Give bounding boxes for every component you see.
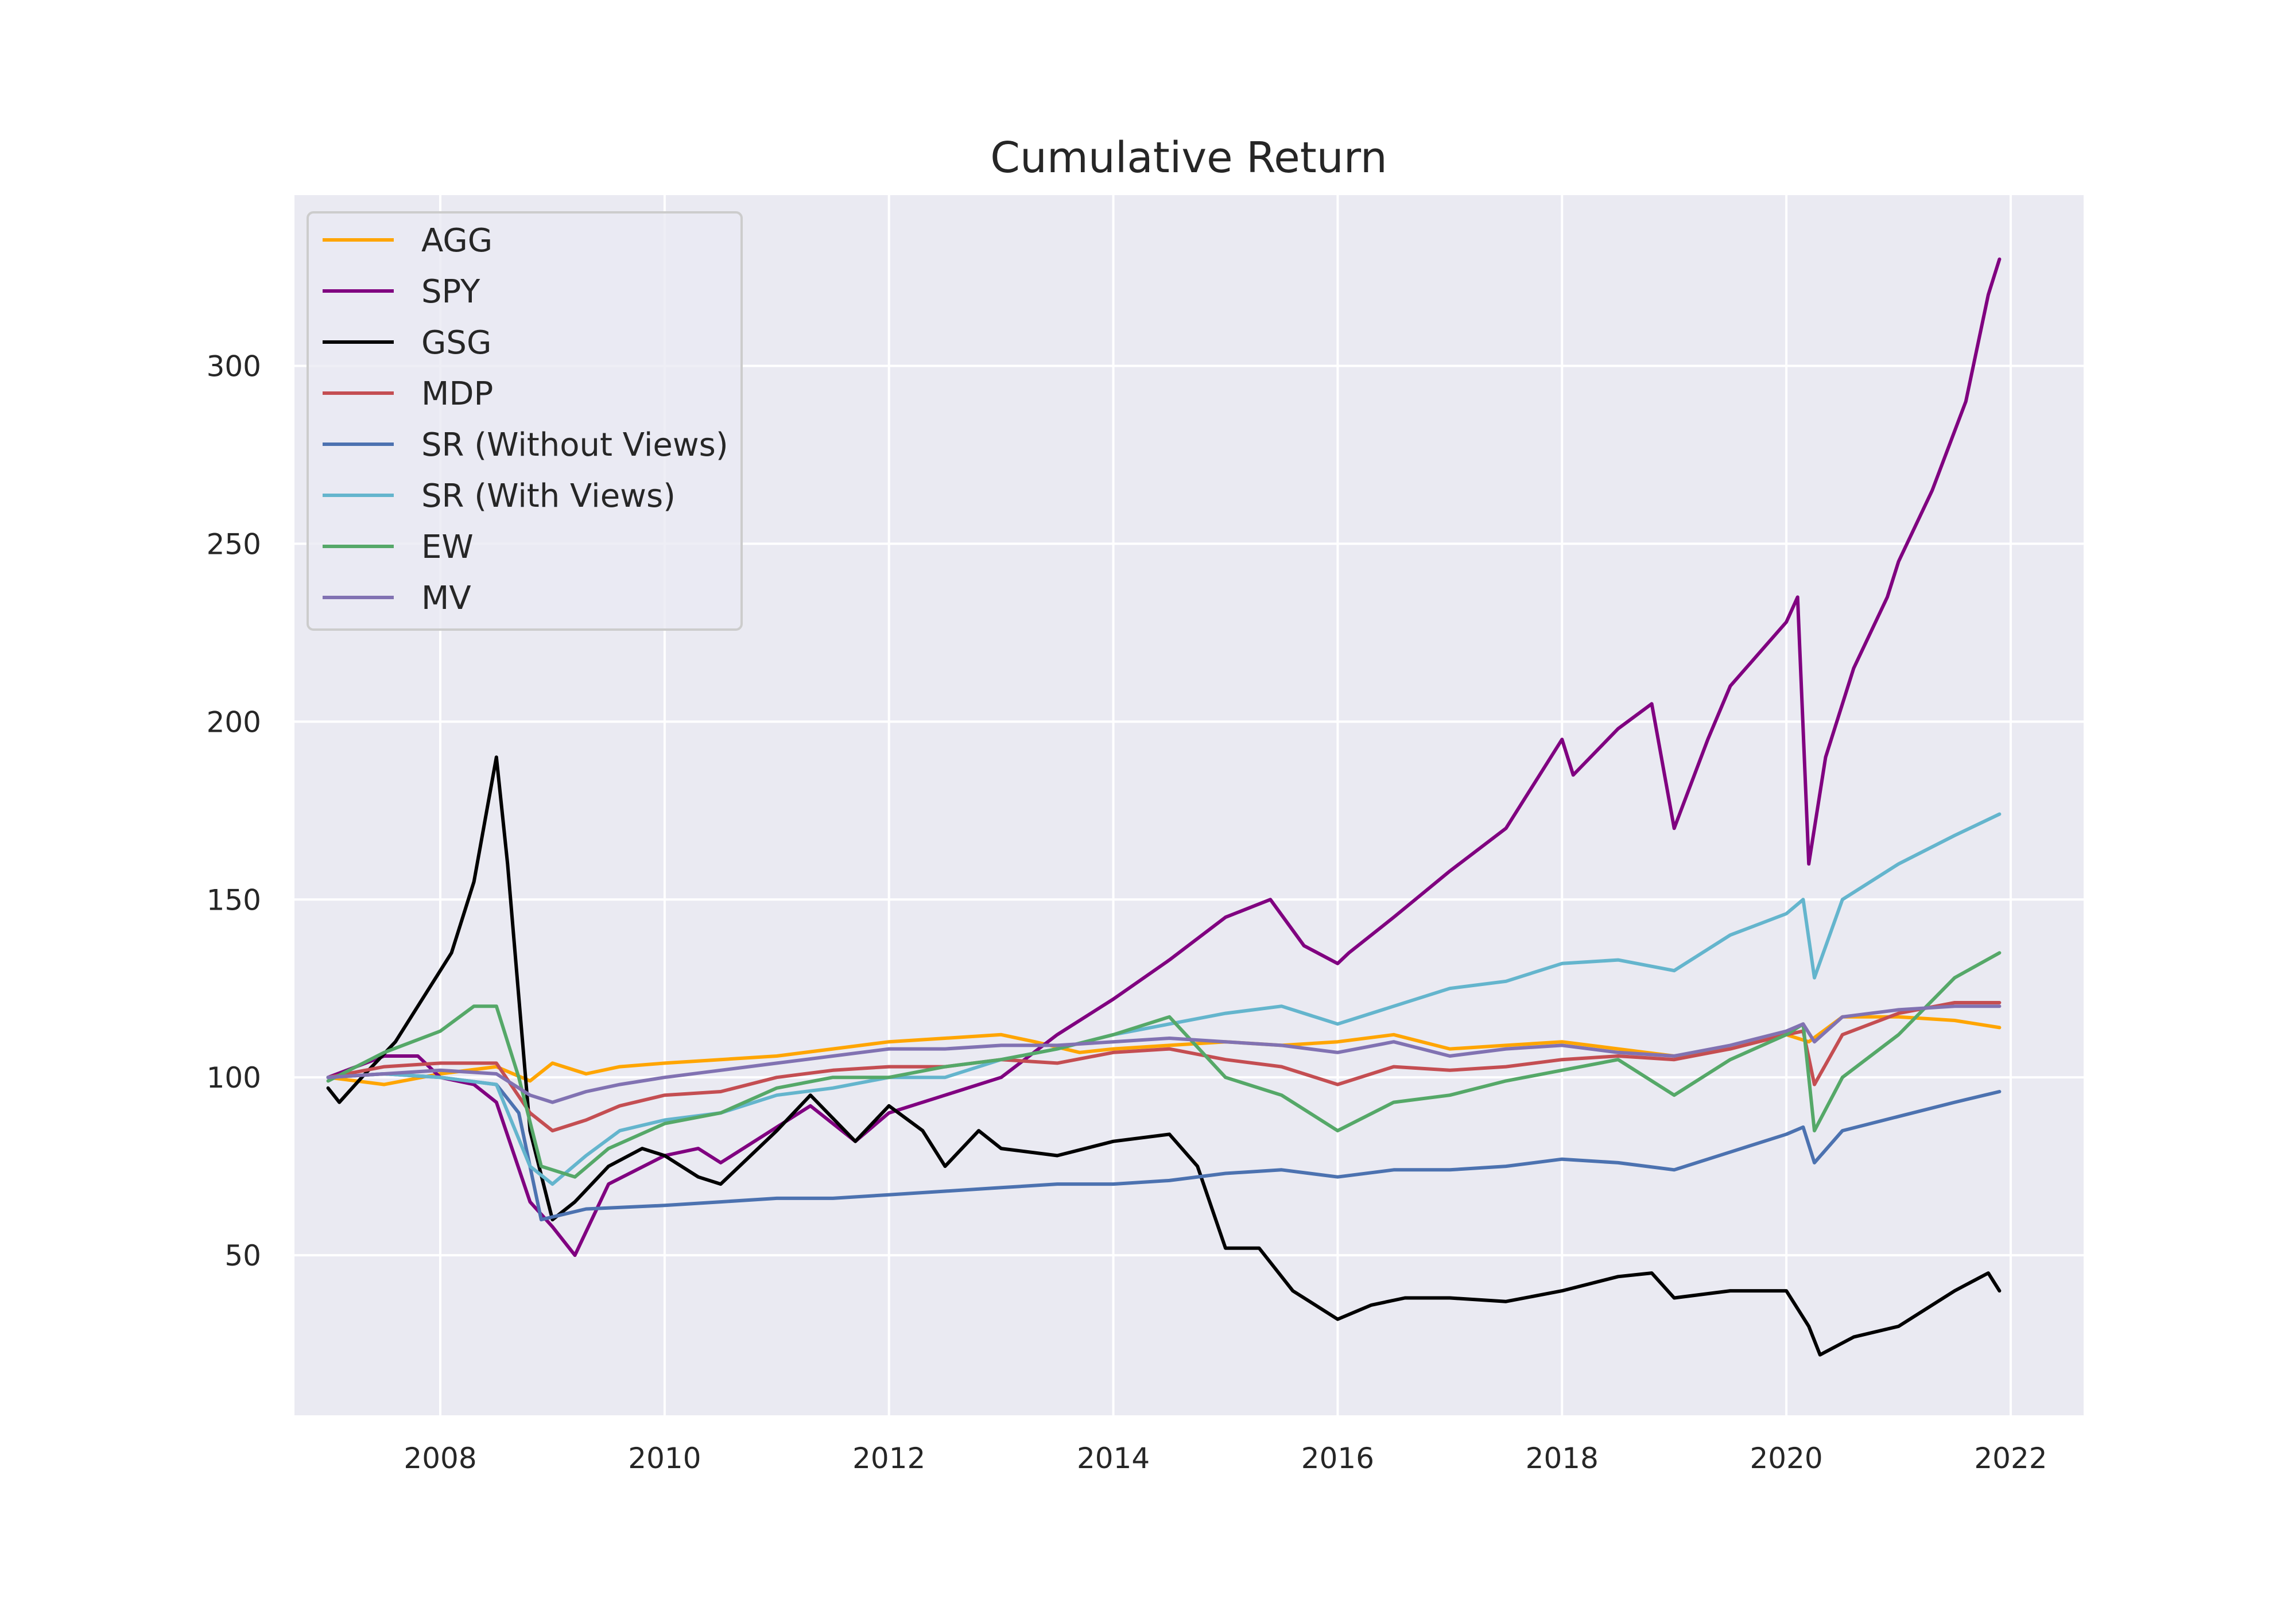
x-tick-label: 2016 [1301,1442,1374,1475]
y-axis-ticks: 50 100 150 200 250 300 [207,350,261,1273]
series-line-spy [326,257,2002,1257]
y-tick-label: 100 [207,1061,261,1094]
x-tick-label: 2014 [1077,1442,1150,1475]
x-tick-label: 2010 [628,1442,701,1475]
x-axis-ticks: 2008 2010 2012 2014 2016 2018 2020 2022 [404,1442,2047,1475]
series-line-sr-with-views [326,812,2002,1186]
legend-label: SPY [421,273,480,310]
y-tick-label: 200 [207,705,261,739]
x-tick-label: 2008 [404,1442,476,1475]
series-line-sr-without-views [326,1072,2002,1222]
chart-title: Cumulative Return [990,133,1387,183]
x-tick-label: 2020 [1750,1442,1823,1475]
legend-label: SR (With Views) [421,478,676,515]
legend-box [307,211,743,631]
legend-label: SR (Without Views) [421,426,728,464]
x-tick-label: 2018 [1526,1442,1599,1475]
legend: AGG SPY GSG MDP SR (Without Views) SR (With V… [307,211,743,631]
x-tick-label: 2022 [1974,1442,2047,1475]
legend-label: AGG [421,222,492,259]
y-tick-label: 150 [207,883,261,917]
legend-label: EW [421,529,474,566]
legend-label: MV [421,580,471,617]
legend-label: GSG [421,324,491,362]
series-line-mv [326,1004,2002,1104]
y-tick-label: 50 [224,1239,261,1272]
series-line-mdp [326,1001,2002,1133]
y-tick-label: 300 [207,350,261,383]
x-tick-label: 2012 [852,1442,925,1475]
y-tick-label: 250 [207,527,261,561]
series-line-ew [326,951,2002,1179]
legend-label: MDP [421,375,493,413]
series-line-gsg [326,755,2002,1357]
series-lines [326,257,2002,1357]
